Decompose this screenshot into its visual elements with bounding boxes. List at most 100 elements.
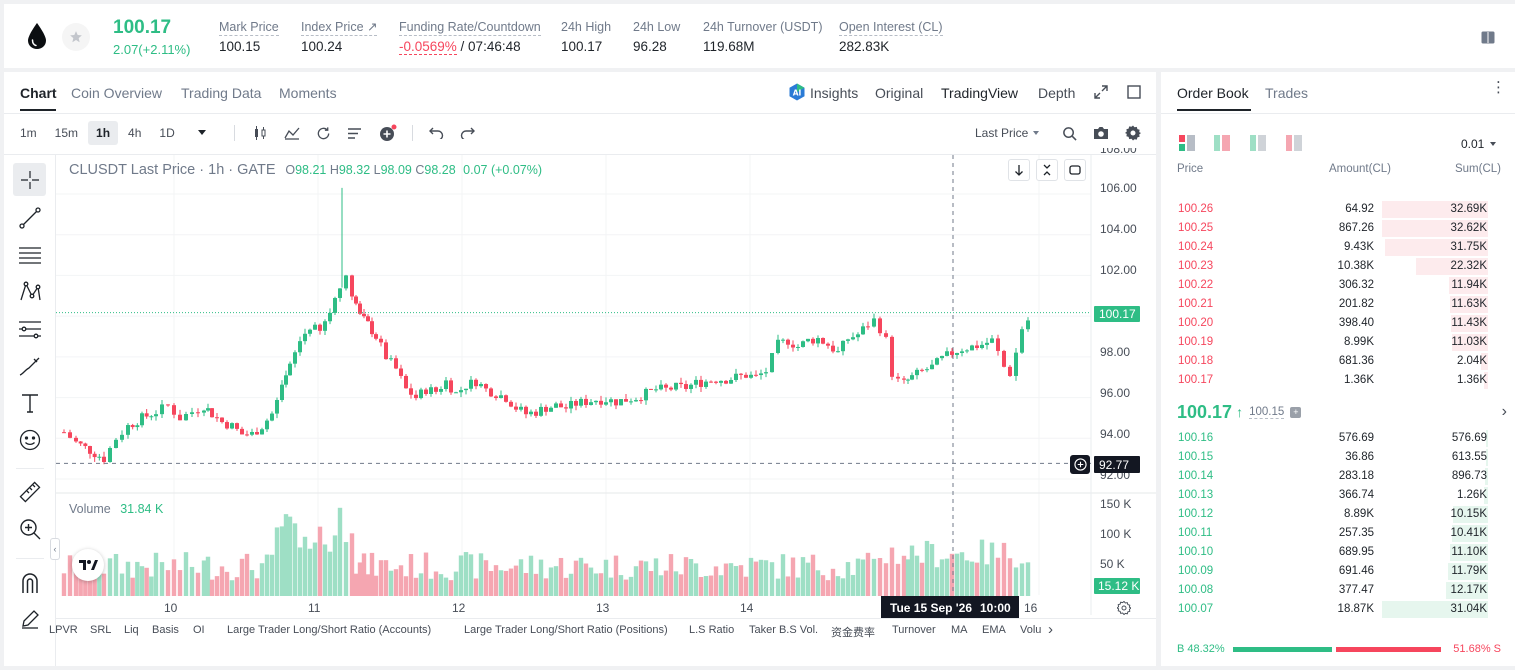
- brush-icon[interactable]: [17, 353, 43, 379]
- depth-bar: [1484, 468, 1488, 485]
- bid-row[interactable]: 100.12 8.89K 10.15K: [1161, 505, 1501, 524]
- tab-order-book[interactable]: Order Book: [1177, 85, 1249, 101]
- search-icon[interactable]: [1060, 124, 1078, 142]
- settings-gear-icon[interactable]: [1124, 124, 1142, 142]
- indicator-item[interactable]: MA: [951, 624, 968, 636]
- volume-axis-tick: 100 K: [1100, 527, 1132, 541]
- magnet-icon[interactable]: [17, 570, 43, 596]
- book-view-both-icon[interactable]: [1179, 135, 1195, 156]
- indicator-item[interactable]: OI: [193, 624, 205, 636]
- timeframe-4h[interactable]: 4h: [128, 126, 142, 140]
- bid-row[interactable]: 100.09 691.46 11.79K: [1161, 562, 1501, 581]
- scroll-down-icon[interactable]: [1008, 159, 1030, 181]
- ask-row[interactable]: 100.23 10.38K 22.32K: [1161, 257, 1501, 276]
- book-view-asks-icon[interactable]: [1286, 135, 1302, 156]
- timeframe-1m[interactable]: 1m: [20, 126, 37, 140]
- tab-moments[interactable]: Moments: [279, 85, 337, 101]
- bid-row[interactable]: 100.16 576.69 576.69: [1161, 429, 1501, 448]
- bid-row[interactable]: 100.07 18.87K 31.04K: [1161, 600, 1501, 619]
- pencil-lock-icon[interactable]: [17, 605, 43, 631]
- collapse-arrows-icon[interactable]: [1036, 159, 1058, 181]
- indicator-item[interactable]: Basis: [152, 624, 179, 636]
- view-insights[interactable]: Insights: [810, 85, 859, 101]
- book-view-bids-icon[interactable]: [1250, 135, 1266, 156]
- ask-row[interactable]: 100.24 9.43K 31.75K: [1161, 238, 1501, 257]
- ask-row[interactable]: 100.22 306.32 11.94K: [1161, 276, 1501, 295]
- undo-icon[interactable]: [427, 124, 445, 142]
- favorite-star-icon[interactable]: [62, 23, 90, 51]
- pattern-tool-icon[interactable]: [17, 279, 43, 305]
- view-tradingview[interactable]: TradingView: [941, 85, 1019, 101]
- candles-icon[interactable]: [252, 124, 270, 142]
- tab-trades[interactable]: Trades: [1265, 85, 1309, 101]
- text-tool-icon[interactable]: [17, 390, 43, 416]
- bid-row[interactable]: 100.11 257.35 10.41K: [1161, 524, 1501, 543]
- bid-sum: 10.15K: [1450, 508, 1487, 520]
- book-view-dual-icon[interactable]: [1214, 135, 1230, 156]
- ask-row[interactable]: 100.19 8.99K 11.03K: [1161, 333, 1501, 352]
- volume-bar: [758, 559, 764, 596]
- view-original[interactable]: Original: [875, 85, 924, 101]
- emoji-icon[interactable]: [17, 427, 43, 453]
- bid-row[interactable]: 100.10 689.95 11.10K: [1161, 543, 1501, 562]
- ask-row[interactable]: 100.20 398.40 11.43K: [1161, 314, 1501, 333]
- tab-chart[interactable]: Chart: [20, 85, 57, 101]
- ask-row[interactable]: 100.21 201.82 11.63K: [1161, 295, 1501, 314]
- indicator-item[interactable]: Large Trader Long/Short Ratio (Accounts): [227, 624, 432, 636]
- timeframe-1h[interactable]: 1h: [88, 121, 119, 145]
- camera-icon[interactable]: [1092, 124, 1110, 142]
- ask-row[interactable]: 100.18 681.36 2.04K: [1161, 352, 1501, 371]
- last-price-select[interactable]: Last Price: [975, 126, 1040, 140]
- tab-trading-data[interactable]: Trading Data: [181, 85, 262, 101]
- stat-index-price[interactable]: Index Price ↗ 100.24: [301, 18, 378, 54]
- indicator-item[interactable]: Turnover: [892, 624, 936, 636]
- redo-icon[interactable]: [458, 124, 476, 142]
- fit-screen-icon[interactable]: [1064, 159, 1086, 181]
- timeframe-15m[interactable]: 15m: [54, 126, 79, 140]
- indicator-item[interactable]: Volu: [1020, 624, 1042, 636]
- trend-line-icon[interactable]: [17, 205, 43, 231]
- price-chart[interactable]: [56, 155, 1156, 666]
- template-icon[interactable]: [345, 124, 363, 142]
- stat-value: 282.83K: [839, 39, 890, 54]
- indicator-item[interactable]: L.S Ratio: [689, 624, 735, 636]
- mid-price-row[interactable]: 100.17 ↑ 100.15 + ›: [1177, 400, 1507, 424]
- fib-tool-icon[interactable]: [17, 316, 43, 342]
- depth-bar: [1450, 315, 1488, 332]
- refresh-icon[interactable]: [314, 124, 332, 142]
- indicator-item[interactable]: LPVR: [49, 624, 78, 636]
- volume-bar: [698, 577, 704, 596]
- timeframe-1d[interactable]: 1D: [159, 126, 175, 140]
- collapse-toolbar-icon[interactable]: ‹: [50, 538, 60, 560]
- indicator-item[interactable]: SRL: [90, 624, 112, 636]
- crosshair-tool-icon[interactable]: [13, 163, 46, 196]
- axis-settings-icon[interactable]: [1115, 599, 1133, 617]
- indicator-item[interactable]: Large Trader Long/Short Ratio (Positions…: [464, 624, 668, 636]
- indicator-item[interactable]: 资金费率: [831, 627, 875, 639]
- ask-row[interactable]: 100.26 64.92 32.69K: [1161, 200, 1501, 219]
- ask-row[interactable]: 100.25 867.26 32.62K: [1161, 219, 1501, 238]
- expand-icon[interactable]: [1092, 83, 1110, 101]
- more-vertical-icon[interactable]: ⋮: [1491, 79, 1506, 96]
- crosshair-add-icon[interactable]: [1070, 455, 1090, 474]
- book-icon[interactable]: [1479, 28, 1497, 46]
- bid-row[interactable]: 100.14 283.18 896.73: [1161, 467, 1501, 486]
- indicator-item[interactable]: Liq: [124, 624, 139, 636]
- ask-row[interactable]: 100.17 1.36K 1.36K: [1161, 371, 1501, 390]
- tick-size-select[interactable]: 0.01: [1461, 137, 1497, 151]
- bid-row[interactable]: 100.15 36.86 613.55: [1161, 448, 1501, 467]
- zoom-in-icon[interactable]: [17, 516, 43, 542]
- tab-coin-overview[interactable]: Coin Overview: [71, 85, 163, 101]
- bid-row[interactable]: 100.13 366.74 1.26K: [1161, 486, 1501, 505]
- bid-row[interactable]: 100.08 377.47 12.17K: [1161, 581, 1501, 600]
- window-square-icon[interactable]: [1125, 83, 1143, 101]
- view-depth[interactable]: Depth: [1038, 85, 1076, 101]
- add-indicator-icon[interactable]: [378, 123, 398, 143]
- chevron-right-icon[interactable]: ›: [1048, 621, 1053, 638]
- ruler-icon[interactable]: [17, 479, 43, 505]
- indicators-chart-icon[interactable]: [283, 124, 301, 142]
- timeframe-dropdown-icon[interactable]: [198, 130, 206, 135]
- indicator-item[interactable]: Taker B.S Vol.: [749, 624, 819, 636]
- horizontal-lines-icon[interactable]: [17, 242, 43, 268]
- indicator-item[interactable]: EMA: [982, 624, 1006, 636]
